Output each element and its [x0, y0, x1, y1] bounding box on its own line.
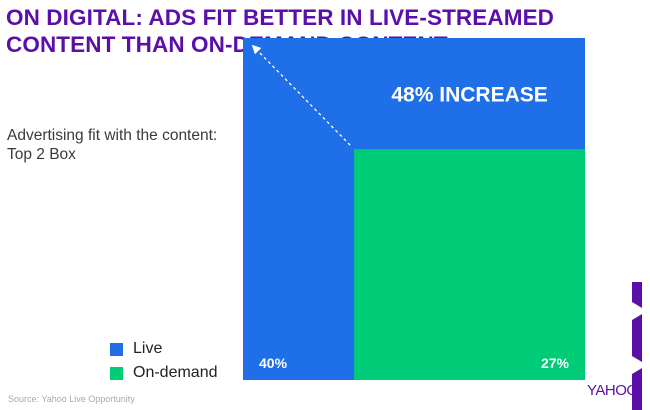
- deco-bar-middle: [632, 314, 642, 362]
- deco-bar-bottom: [632, 368, 642, 410]
- on-demand-value-label: 27%: [541, 355, 570, 371]
- legend-item-live: Live: [110, 338, 218, 360]
- decorative-bars: [632, 282, 642, 410]
- legend-label-live: Live: [133, 340, 163, 357]
- legend: Live On-demand: [110, 338, 218, 386]
- legend-item-on-demand: On-demand: [110, 362, 218, 384]
- increase-annotation: 48% INCREASE: [391, 84, 547, 107]
- legend-label-on-demand: On-demand: [133, 364, 218, 381]
- legend-swatch-on-demand: [110, 366, 123, 380]
- chart-subtitle: Advertising fit with the content: Top 2 …: [7, 127, 218, 163]
- source-note: Source: Yahoo Live Opportunity: [8, 394, 135, 404]
- deco-bar-top: [632, 282, 642, 308]
- live-value-label: 40%: [259, 355, 288, 371]
- legend-swatch-live: [110, 342, 123, 356]
- on-demand-square: [354, 149, 585, 380]
- yahoo-logo: YAHOO!: [587, 382, 642, 399]
- increase-arrow: [251, 44, 351, 146]
